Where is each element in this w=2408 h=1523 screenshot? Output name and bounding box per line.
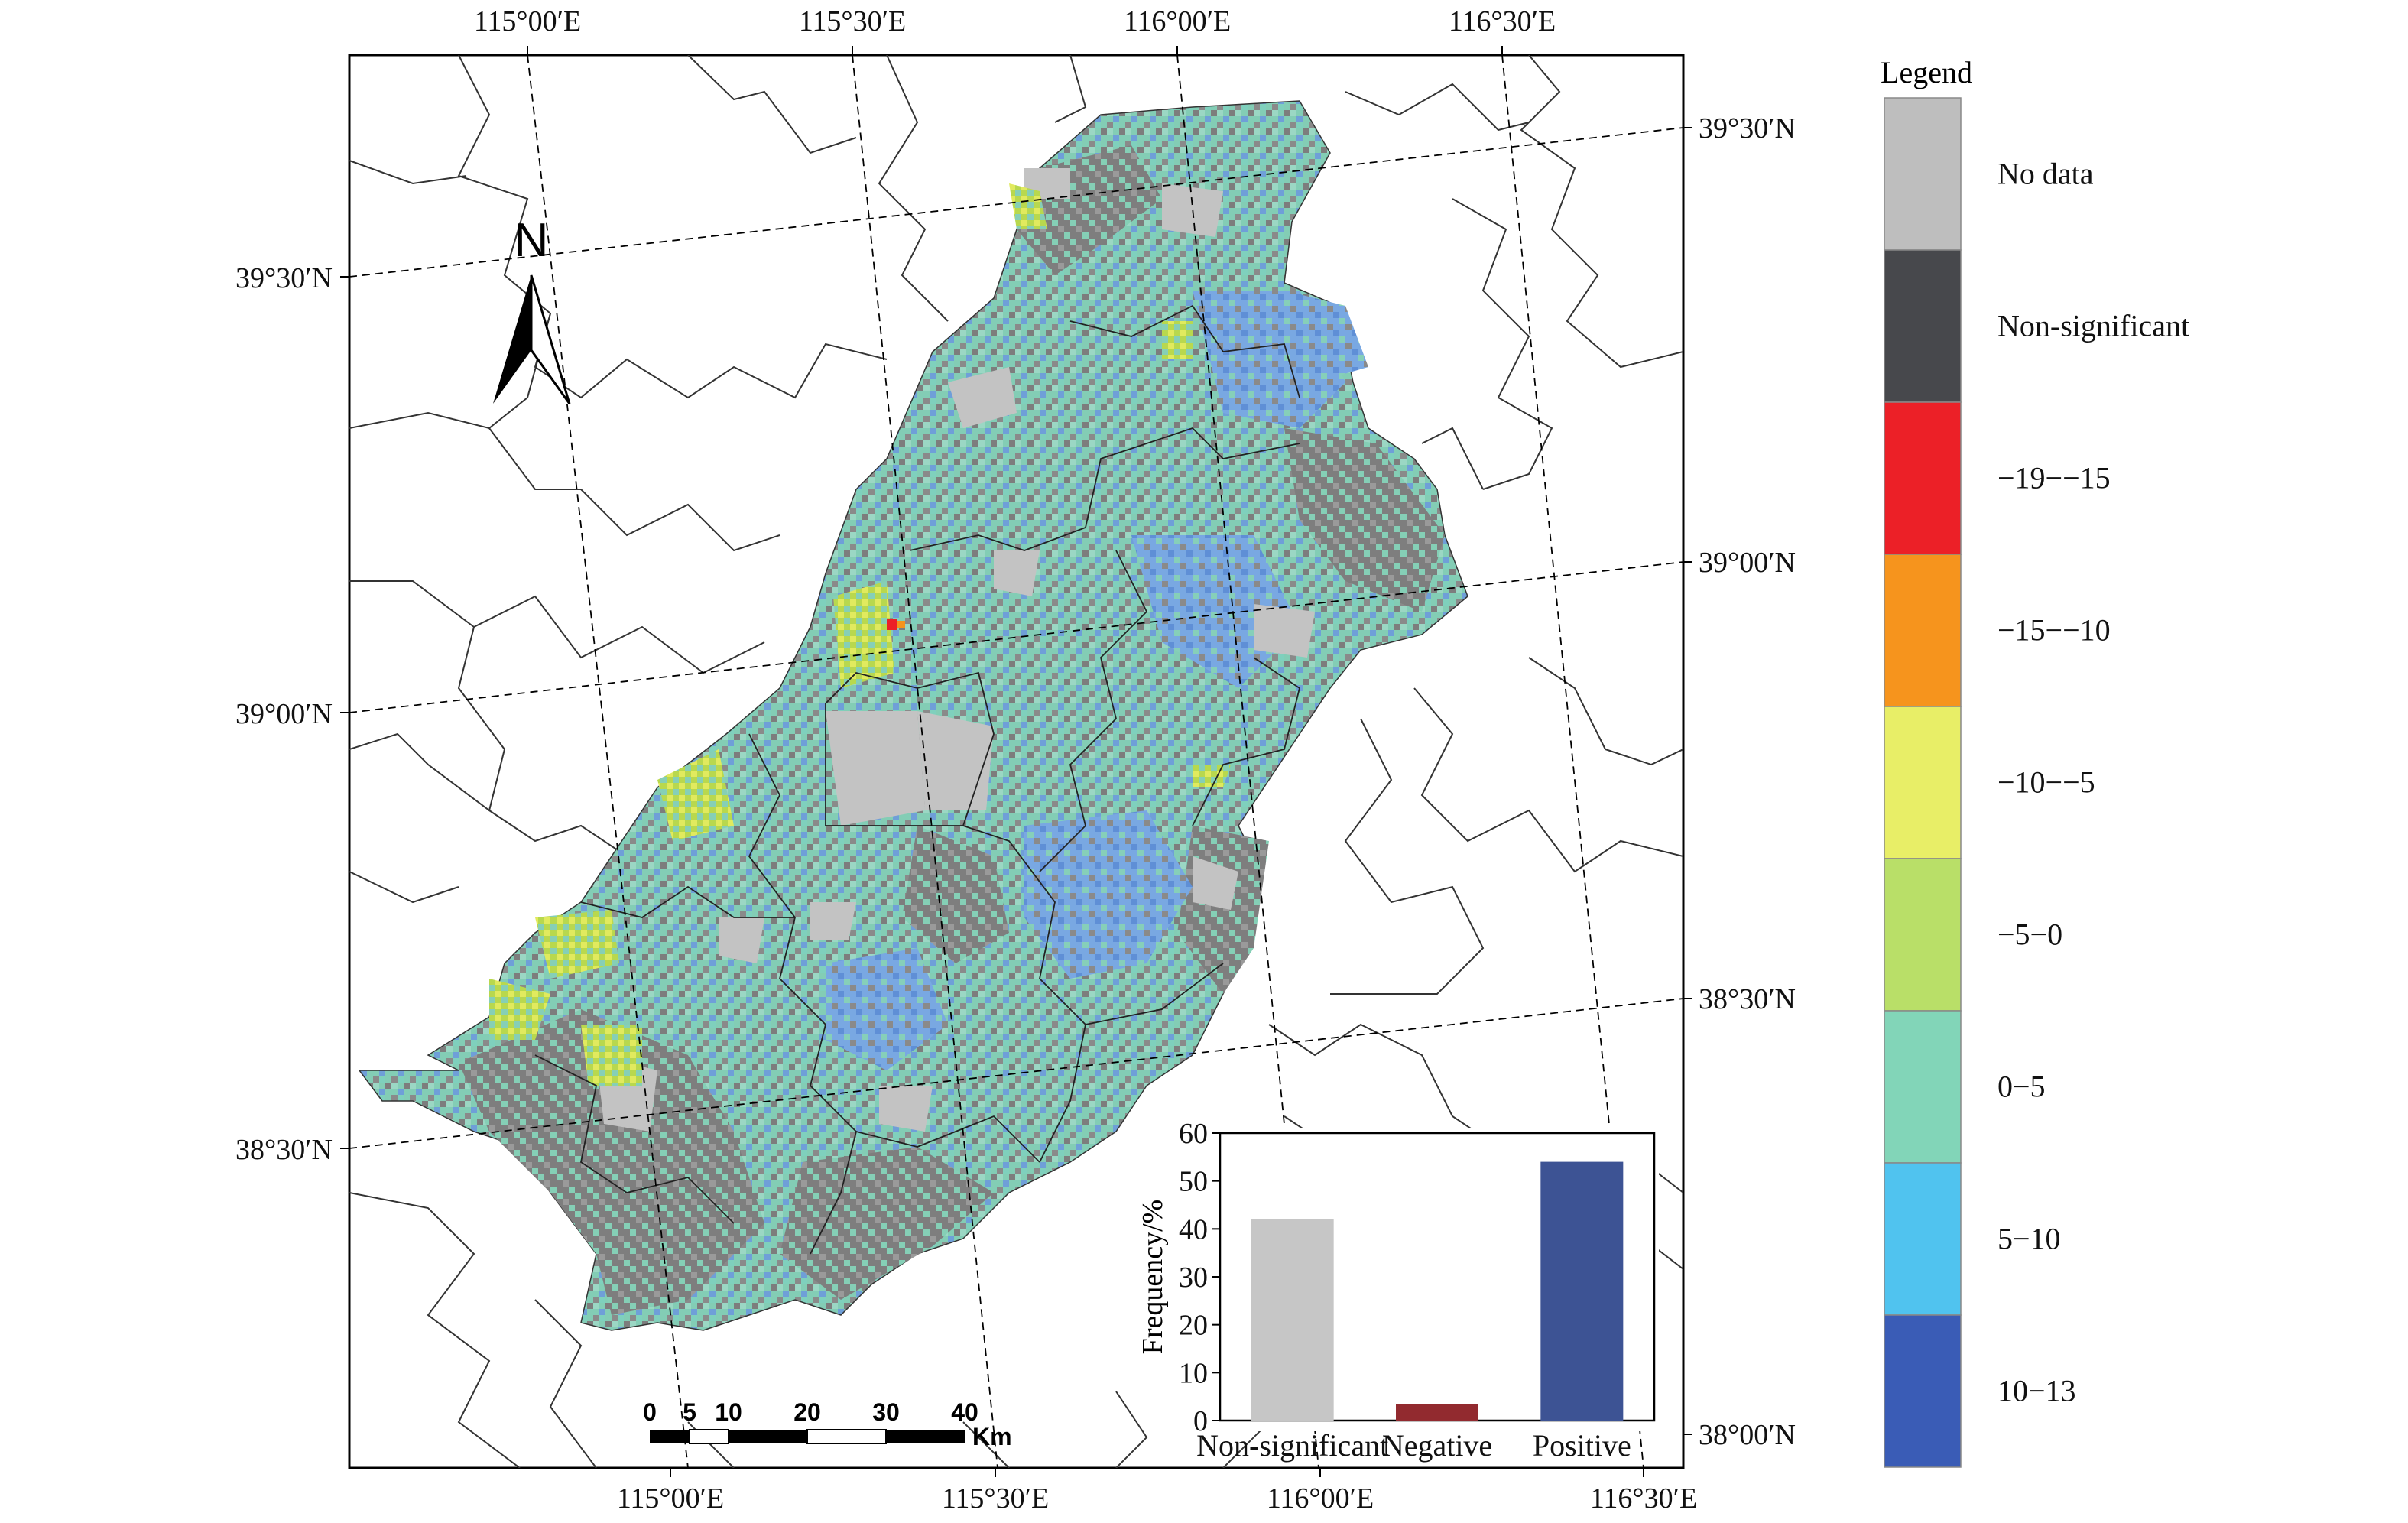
scale-tick-40: 40 — [951, 1398, 978, 1426]
legend-swatch-7 — [1884, 1011, 1961, 1163]
inset-bar-non-significant — [1251, 1219, 1334, 1421]
inset-y-tick-30: 30 — [1179, 1262, 1208, 1294]
inset-y-axis-label: Frequency/% — [1137, 1200, 1169, 1355]
left-lat-label-3: 38°30′N — [235, 1134, 333, 1166]
inset-y-tick-60: 60 — [1179, 1118, 1208, 1150]
scale-tick-30: 30 — [872, 1398, 900, 1426]
inset-x-label-negative: Negative — [1382, 1428, 1492, 1463]
scale-unit: Km — [972, 1423, 1012, 1450]
legend-label-2: Non-significant — [1997, 309, 2189, 343]
legend: Legend No data Non-significant −19−−15 −15−… — [1881, 55, 2189, 1467]
legend-label-3: −19−−15 — [1997, 461, 2111, 495]
scale-tick-5: 5 — [683, 1398, 696, 1426]
legend-swatch-4 — [1884, 554, 1961, 706]
bottom-lon-label-1: 115°00′E — [617, 1482, 724, 1515]
legend-title: Legend — [1881, 55, 1972, 89]
inset-y-tick-10: 10 — [1179, 1357, 1208, 1389]
legend-swatch-6 — [1884, 859, 1961, 1011]
legend-label-8: 5−10 — [1997, 1222, 2061, 1256]
legend-swatch-3 — [1884, 402, 1961, 554]
scale-tick-0: 0 — [643, 1398, 657, 1426]
inset-y-tick-50: 50 — [1179, 1166, 1208, 1198]
bottom-lon-label-3: 116°00′E — [1267, 1482, 1374, 1515]
legend-swatch-2 — [1884, 250, 1961, 402]
north-arrow-label: N — [514, 214, 549, 267]
inset-y-tick-20: 20 — [1179, 1310, 1208, 1342]
right-lat-label-2: 39°00′N — [1699, 547, 1796, 579]
decrease-hotspot — [887, 619, 897, 630]
legend-swatch-8 — [1884, 1163, 1961, 1315]
left-lat-label-1: 39°30′N — [235, 262, 333, 294]
top-lon-label-2: 115°30′E — [799, 5, 906, 37]
legend-swatch-9 — [1884, 1315, 1961, 1467]
legend-label-7: 0−5 — [1997, 1070, 2046, 1104]
inset-bar-positive — [1540, 1162, 1623, 1421]
scale-tick-20: 20 — [793, 1398, 821, 1426]
top-lon-label-3: 116°00′E — [1124, 5, 1231, 37]
legend-swatch-1 — [1884, 98, 1961, 250]
bottom-lon-label-4: 116°30′E — [1590, 1482, 1697, 1515]
left-lat-label-2: 39°00′N — [235, 698, 333, 730]
legend-label-4: −15−−10 — [1997, 613, 2111, 648]
right-lat-label-1: 39°30′N — [1699, 112, 1796, 145]
legend-swatch-5 — [1884, 706, 1961, 859]
right-lat-label-4: 38°00′N — [1699, 1419, 1796, 1451]
bottom-lon-label-2: 115°30′E — [942, 1482, 1049, 1515]
scale-tick-10: 10 — [715, 1398, 742, 1426]
legend-label-6: −5−0 — [1997, 917, 2062, 952]
top-lon-label-4: 116°30′E — [1449, 5, 1556, 37]
inset-x-label-non-significant: Non-significant — [1196, 1428, 1388, 1463]
legend-label-9: 10−13 — [1997, 1374, 2076, 1408]
top-lon-label-1: 115°00′E — [474, 5, 581, 37]
legend-label-5: −10−−5 — [1997, 765, 2095, 800]
inset-bar-negative — [1396, 1404, 1478, 1421]
inset-y-tick-40: 40 — [1179, 1213, 1208, 1245]
inset-x-label-positive: Positive — [1533, 1428, 1631, 1463]
right-lat-label-3: 38°30′N — [1699, 983, 1796, 1015]
decrease-hotspot-2 — [897, 621, 905, 628]
legend-label-1: No data — [1997, 157, 2094, 191]
legend-items: No data Non-significant −19−−15 −15−−10 −10−… — [1884, 98, 2189, 1467]
